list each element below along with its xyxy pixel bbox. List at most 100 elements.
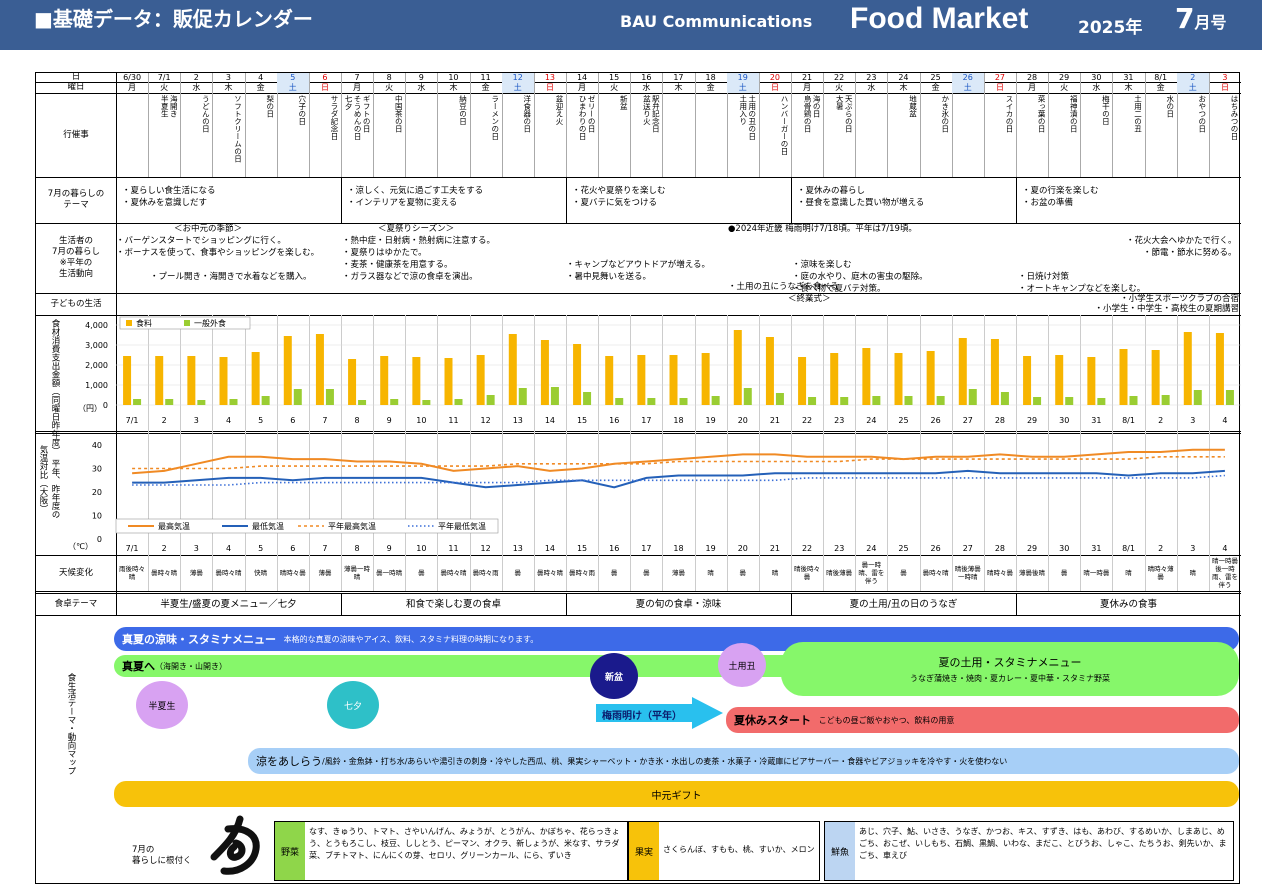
line-xtick-label: 31	[1091, 544, 1101, 553]
day-weekday-cell: 金	[256, 83, 265, 92]
day-event-cell: 洋食器の日	[522, 95, 532, 133]
line-xtick-label: 26	[931, 544, 941, 553]
brand-name: Food Market	[850, 2, 1029, 35]
line-xtick-label: 4	[226, 544, 231, 553]
grid-day-line-lower	[1080, 315, 1082, 591]
grid-day-line-lower	[533, 315, 535, 591]
day-weekday-cell: 土	[1176, 82, 1209, 93]
day-weekday-cell: 火	[610, 83, 619, 92]
bar-xtick-label: 11	[448, 416, 458, 425]
day-event-cell	[118, 95, 146, 175]
grid-day-line	[1176, 73, 1178, 177]
theme-line: ・お盆の準備	[1022, 198, 1074, 208]
bar-dining-out	[133, 399, 142, 405]
day-weather-cell: 曇時々雨	[472, 569, 499, 577]
day-date-cell: 9	[418, 73, 424, 82]
kids-row: ＜終業式＞ ・小学生スポーツクラブの合宿 ・小学生・中学生・高校生の夏期講習	[116, 293, 1241, 315]
day-date-cell: 7/1	[157, 73, 171, 82]
bar-dining-out	[808, 397, 817, 405]
grid-day-line	[823, 73, 825, 177]
bar-xtick-label: 4	[1222, 416, 1227, 425]
theme-block: ・夏の行楽を楽しむ ・お盆の準備	[1022, 185, 1240, 209]
lifestyle-line	[1018, 259, 1145, 271]
day-date-cell: 13	[544, 73, 556, 82]
bar-food	[1183, 332, 1192, 405]
grid-row-line	[36, 93, 1241, 94]
grid-day-line	[180, 73, 182, 177]
grid-row-line	[36, 555, 1241, 556]
theme-line: ・昼食を意識した買い物が増える	[797, 198, 925, 208]
day-weather-cell: 曇時々晴	[922, 569, 949, 577]
bar-dining-out	[775, 393, 784, 405]
bar-xtick-label: 7	[322, 416, 327, 425]
bar-dining-out	[1129, 396, 1138, 405]
season-fruit-text: さくらんぼ、すもも、桃、すいか、メロン	[663, 845, 815, 854]
bar-xtick-label: 6	[290, 416, 295, 425]
lifestyle-line	[792, 235, 928, 247]
day-weather-cell: 薄曇	[189, 569, 203, 577]
lifestyle-line	[116, 259, 319, 271]
day-date-cell: 22	[834, 73, 845, 82]
theme-line: ・夏休みを意識しだす	[122, 198, 208, 208]
grid-day-line	[598, 73, 600, 177]
grid-day-line-lower	[212, 315, 214, 591]
line-xtick-label: 30	[1059, 544, 1069, 553]
bar-xtick-label: 8	[355, 416, 360, 425]
day-event-cell: 天ぷらの日 大暑	[835, 95, 854, 133]
day-date-cell: 4	[258, 73, 264, 82]
lifestyle-line: ・日焼け対策	[1018, 272, 1070, 282]
kids-sports-camp: ・小学生スポーツクラブの合宿	[1120, 294, 1239, 304]
day-date-cell: 8/1	[1154, 73, 1168, 82]
calendar-grid: 6/30 月雨後時々晴 7/1 火海開き 半夏生 曇時々晴 2 水うどんの日 薄曇 3 木ソフトク…	[36, 73, 1241, 885]
line-xtick-label: 24	[866, 544, 876, 553]
bar-xtick-label: 19	[706, 416, 716, 425]
grid-day-line-lower	[341, 315, 342, 591]
day-date-cell: 15	[609, 73, 620, 82]
day-weather-cell: 薄曇後晴	[1019, 569, 1046, 577]
bar-food	[862, 348, 871, 405]
season-fish-text: あじ、穴子、鮎、いさき、うなぎ、かつお、キス、すずき、はも、あわび、するめいか、…	[859, 827, 1227, 860]
day-weekday-cell: 月	[353, 83, 362, 92]
day-date-cell: 25	[930, 73, 941, 82]
bar-food	[1087, 357, 1096, 405]
line-xtick-label: 29	[1027, 544, 1037, 553]
bar-xtick-label: 12	[481, 416, 491, 425]
lifestyle-line	[792, 247, 928, 259]
map-tsuyu-label: 梅雨明け（平年）	[602, 711, 682, 722]
lifestyle-line: ・麦茶・健康茶を用意する。	[342, 260, 453, 270]
day-date-cell: 24	[898, 73, 909, 82]
theme-divider	[566, 177, 567, 223]
bar-xtick-label: 14	[545, 416, 555, 425]
day-weather-cell: 快晴	[254, 569, 268, 577]
line-xtick-label: 3	[1190, 544, 1195, 553]
kids-closing-ceremony: ＜終業式＞	[788, 294, 831, 304]
bar-food	[637, 355, 646, 405]
bar-food	[315, 334, 324, 405]
day-weekday-cell: 日	[770, 83, 779, 92]
map-ryo-bar: 涼をあしらう/風鈴・金魚鉢・打ち水/あらいや湯引きの刺身・冷やした西瓜、桃、果実…	[248, 748, 1239, 774]
bar-dining-out	[711, 396, 720, 405]
grid-row-line	[36, 615, 1241, 616]
day-weekday-cell: 木	[899, 83, 908, 92]
lifestyle-col-3: ・キャンプなどアウトドアが増える。 ・暑中見舞いを送る。	[566, 235, 710, 283]
lifestyle-line: ・食べ物で夏バテ対策。	[792, 284, 886, 294]
theme-block: ・夏らしい食生活になる ・夏休みを意識しだす	[122, 185, 340, 209]
line-xtick-label: 20	[738, 544, 748, 553]
bar-food	[798, 357, 807, 405]
theme-block: ・涼しく、元気に過ごす工夫をする ・インテリアを夏物に変える	[347, 185, 565, 209]
grid-day-line	[726, 73, 728, 177]
bar-food	[540, 340, 549, 405]
day-weekday-cell: 水	[417, 83, 426, 92]
theme-line: ・夏の行楽を楽しむ	[1022, 186, 1099, 196]
calendar-sheet: 6/30 月雨後時々晴 7/1 火海開き 半夏生 曇時々晴 2 水うどんの日 薄曇 3 木ソフトク…	[35, 72, 1241, 885]
lifestyle-line: ・ガラス器などで涼の食卓を演出。	[342, 272, 478, 282]
grid-day-line-lower	[726, 315, 728, 591]
lifestyle-col-6: ・花火大会へゆかたで行く。 ・節電・節水に努める。	[1126, 235, 1237, 259]
day-weather-cell: 曇時々晴	[440, 569, 467, 577]
line-xtick-label: 17	[641, 544, 651, 553]
bar-xtick-label: 9	[387, 416, 392, 425]
label-kids: 子どもの生活	[50, 298, 102, 309]
line-ytick-label: 10	[92, 512, 102, 521]
day-weather-cell: 曇一時晴、雷を伴う	[858, 561, 885, 585]
